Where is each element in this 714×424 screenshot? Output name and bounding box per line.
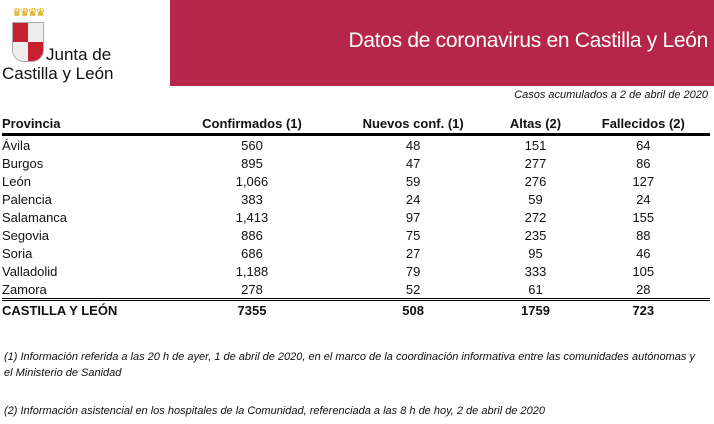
table-cell: 277 bbox=[524, 155, 547, 171]
total-cell: 508 bbox=[331, 298, 495, 320]
table-header: Provincia Confirmados (1) Nuevos conf. (1)… bbox=[2, 113, 710, 136]
table-cell: 64 bbox=[636, 137, 651, 153]
table-cell: 46 bbox=[636, 245, 651, 261]
table-cell: 278 bbox=[241, 281, 263, 297]
table-cell: 276 bbox=[524, 173, 547, 189]
table-cell: 560 bbox=[241, 137, 263, 153]
table-cell: 686 bbox=[241, 245, 263, 261]
table-cell: 235 bbox=[524, 227, 547, 243]
table-cell: 105 bbox=[632, 263, 655, 279]
table-row: Zamora 278 52 61 28 bbox=[2, 280, 710, 300]
table-row: Ávila 560 48 151 64 bbox=[2, 135, 710, 155]
table-cell: Soria bbox=[2, 245, 33, 261]
table-cell: 88 bbox=[636, 227, 651, 243]
logo-line2: Castilla y León bbox=[2, 64, 114, 83]
table-cell: 151 bbox=[524, 137, 547, 153]
table-cell: 895 bbox=[241, 155, 263, 171]
table-cell: 59 bbox=[528, 191, 543, 207]
table-cell: 75 bbox=[405, 227, 421, 243]
table-cell: Valladolid bbox=[2, 263, 58, 279]
table-cell: 333 bbox=[524, 263, 547, 279]
total-cell: 7355 bbox=[172, 298, 332, 320]
table-cell: Salamanca bbox=[2, 209, 68, 225]
table-row: Segovia 886 75 235 88 bbox=[2, 226, 710, 244]
table-cell: 1,188 bbox=[235, 263, 269, 279]
table-cell: 48 bbox=[405, 137, 421, 153]
logo-line1: Junta de bbox=[46, 45, 112, 64]
table-cell: 155 bbox=[632, 209, 655, 225]
table-cell: 61 bbox=[528, 281, 543, 297]
table-cell: 79 bbox=[405, 263, 421, 279]
title-banner: Datos de coronavirus en Castilla y León bbox=[170, 0, 714, 86]
table-cell: 383 bbox=[241, 191, 263, 207]
table-cell: 272 bbox=[524, 209, 547, 225]
column-header: Nuevos conf. (1) bbox=[331, 113, 495, 136]
table-cell: Palencia bbox=[2, 191, 52, 207]
table-cell: 127 bbox=[632, 173, 655, 189]
table-cell: 95 bbox=[528, 245, 543, 261]
table-cell: 97 bbox=[405, 209, 421, 225]
subtitle: Casos acumulados a 2 de abril de 2020 bbox=[514, 89, 708, 101]
table-row: Salamanca 1,413 97 272 155 bbox=[2, 208, 710, 226]
table-row: Palencia 383 24 59 24 bbox=[2, 190, 710, 208]
total-cell: CASTILLA Y LEÓN bbox=[2, 298, 172, 320]
footnote-1: (1) Información referida a las 20 h de a… bbox=[4, 351, 695, 379]
table-cell: 24 bbox=[636, 191, 651, 207]
crown-icon: ♛♛♛♛ bbox=[12, 7, 45, 19]
total-cell: 723 bbox=[576, 298, 710, 320]
table-cell: Burgos bbox=[2, 155, 44, 171]
total-cell: 1759 bbox=[494, 298, 577, 320]
table-cell: 27 bbox=[405, 245, 421, 261]
table-cell: 24 bbox=[405, 191, 421, 207]
table-cell: Zamora bbox=[2, 281, 47, 297]
page-title: Datos de coronavirus en Castilla y León bbox=[348, 29, 708, 52]
column-header: Provincia bbox=[2, 113, 172, 136]
table-cell: 47 bbox=[405, 155, 421, 171]
footnote-2: (2) Información asistencial en los hospi… bbox=[4, 405, 545, 417]
table-cell: 86 bbox=[636, 155, 651, 171]
table-cell: 52 bbox=[405, 281, 421, 297]
table-cell: 1,413 bbox=[235, 209, 269, 225]
table-cell: 28 bbox=[636, 281, 651, 297]
table-cell: Segovia bbox=[2, 227, 49, 243]
total-row: CASTILLA Y LEÓN 7355 508 1759 723 bbox=[2, 298, 710, 320]
table-row: León 1,066 59 276 127 bbox=[2, 172, 710, 190]
table-cell: 59 bbox=[405, 173, 421, 189]
table-cell: 886 bbox=[241, 227, 263, 243]
table-row: Valladolid 1,188 79 333 105 bbox=[2, 262, 710, 280]
table-cell: León bbox=[2, 173, 31, 189]
table-row: Burgos 895 47 277 86 bbox=[2, 154, 710, 172]
column-header: Confirmados (1) bbox=[172, 113, 332, 136]
column-header: Fallecidos (2) bbox=[576, 113, 710, 136]
coat-of-arms-icon bbox=[12, 22, 44, 62]
table-row: Soria 686 27 95 46 bbox=[2, 244, 710, 262]
table-cell: 1,066 bbox=[235, 173, 269, 189]
table-cell: Ávila bbox=[2, 137, 31, 153]
junta-logo: ♛♛♛♛ Junta de Castilla y León bbox=[2, 4, 162, 84]
column-header: Altas (2) bbox=[494, 113, 577, 136]
data-table: Provincia Confirmados (1) Nuevos conf. (1)… bbox=[2, 113, 710, 320]
